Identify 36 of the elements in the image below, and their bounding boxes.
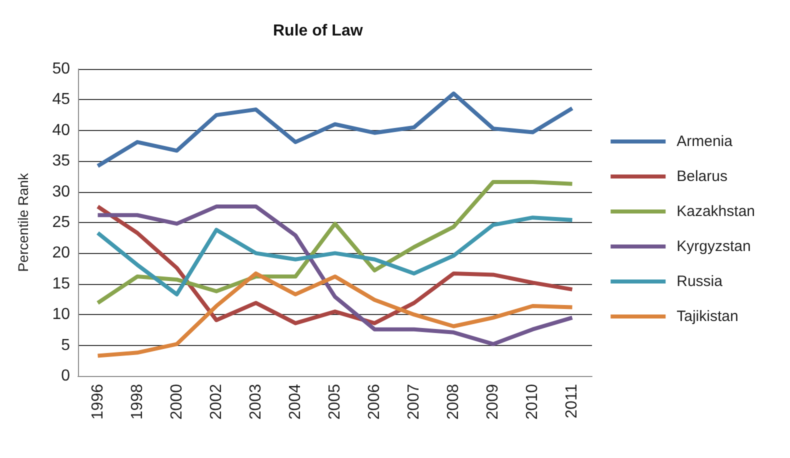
x-tick-label: 2011	[564, 384, 581, 418]
y-tick-label: 10	[52, 306, 70, 324]
x-tick-label: 2008	[445, 384, 462, 420]
legend-label: Armenia	[676, 133, 734, 150]
y-tick-label: 45	[52, 91, 70, 108]
y-tick-label: 20	[52, 244, 70, 262]
y-tick-label: 35	[52, 152, 70, 170]
line-series	[96, 271, 574, 358]
legend-label: Russia	[676, 273, 724, 290]
legend-label: Belarus	[676, 168, 728, 185]
y-tick-label: 40	[52, 122, 70, 139]
x-tick-label: 1996	[89, 384, 106, 420]
legend-label: Kazakhstan	[676, 203, 756, 220]
legend-label: Kyrgyzstan	[676, 238, 751, 255]
y-tick-label: 15	[52, 275, 70, 292]
y-tick-label: 5	[61, 336, 70, 354]
x-tick-label: 2007	[406, 384, 423, 420]
y-tick-label: 30	[52, 183, 70, 200]
x-tick-label: 2010	[524, 384, 542, 420]
line-series	[96, 180, 574, 305]
x-tick-label: 2003	[247, 384, 264, 420]
y-tick-label: 50	[52, 60, 70, 78]
line-series	[96, 92, 574, 168]
x-tick-label: 2009	[484, 384, 502, 420]
x-tick-label: 2002	[208, 384, 225, 420]
x-tick-label: 2004	[286, 384, 304, 420]
y-axis-title: Percentile Rank	[15, 172, 31, 272]
x-tick-label: 2000	[168, 384, 186, 420]
chart-title: Rule of Law	[273, 22, 364, 40]
y-tick-label: 25	[52, 214, 70, 231]
y-tick-label: 0	[61, 368, 70, 384]
x-tick-label: 2005	[326, 384, 344, 420]
line-series	[96, 216, 574, 296]
x-tick-label: 2006	[366, 384, 384, 420]
legend-label: Tajikistan	[676, 308, 738, 325]
x-tick-label: 1998	[128, 384, 146, 420]
